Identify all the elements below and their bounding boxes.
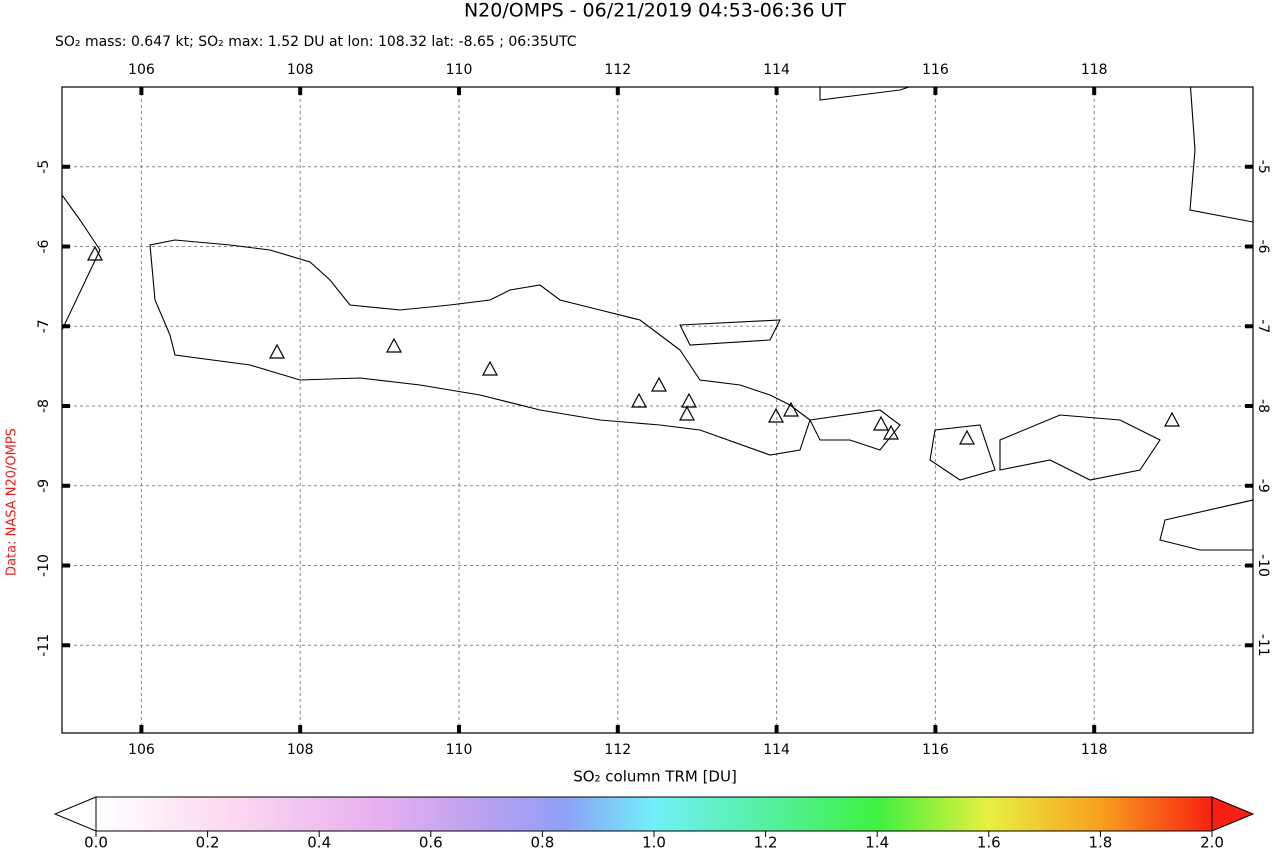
colorbar-under [53,796,97,832]
volcano [86,245,104,261]
y-tick-label: -7 [36,319,52,333]
colorbar-tick-label: 0.6 [419,834,443,852]
y-tick-label: -10 [36,554,52,577]
x-tick-label: 112 [604,742,631,758]
volcano [767,407,785,423]
x-tick-label: 110 [446,62,473,78]
y-tick-label: -9 [36,479,52,493]
colorbar-tick-label: 0.8 [530,834,554,852]
colorbar-tick-label: 0.4 [307,834,331,852]
volcano [958,429,976,445]
y-tick-label: -10 [1255,554,1271,577]
colorbar-ramp [95,796,1213,832]
sumatra [62,194,101,331]
y-tick-label: -7 [1255,319,1271,333]
sumba [1159,499,1253,551]
y-tick-label: -9 [1255,479,1271,493]
x-tick-label: 116 [922,62,949,78]
volcano [385,337,403,353]
colorbar-tick-label: 0.0 [84,834,108,852]
map-frame [62,87,1253,733]
x-tick-label: 114 [763,742,790,758]
volcano [630,392,648,408]
java [149,239,811,456]
y-tick-label: -11 [1255,634,1271,657]
colorbar-label: SO₂ column TRM [DU] [573,768,737,786]
volcano [882,424,900,440]
credit: Data: NASA N20/OMPS [5,428,20,576]
x-tick-label: 106 [128,742,155,758]
x-tick-label: 108 [287,62,314,78]
y-tick-label: -5 [36,160,52,174]
volcano [481,360,499,376]
map-border [61,86,1254,734]
volcano [268,343,286,359]
x-tick-label: 106 [128,62,155,78]
volcanoes [86,245,1181,445]
madura [679,319,781,346]
colorbar [53,796,1255,832]
y-tick-label: -8 [36,399,52,413]
colorbar-over [1211,796,1255,832]
x-tick-label: 116 [922,742,949,758]
volcano [680,392,698,408]
coastlines [62,87,1253,551]
y-tick-label: -6 [36,239,52,253]
x-tick-label: 110 [446,742,473,758]
colorbar-tick-label: 0.2 [196,834,220,852]
x-tick-label: 112 [604,62,631,78]
y-tick-label: -6 [1255,240,1271,254]
volcano [872,415,890,431]
sumbawa [999,414,1161,481]
x-tick-label: 118 [1081,62,1108,78]
subtitle: SO₂ mass: 0.647 kt; SO₂ max: 1.52 DU at … [55,34,577,50]
x-tick-label: 108 [287,742,314,758]
title: N20/OMPS - 06/21/2019 04:53-06:36 UT [464,0,846,22]
colorbar-tick-label: 1.8 [1088,834,1112,852]
y-tick-label: -8 [1255,399,1271,413]
colorbar-tick-label: 1.6 [977,834,1001,852]
colorbar-tick-label: 1.4 [865,834,889,852]
volcano [782,401,800,417]
borneo [819,87,1253,223]
x-tick-label: 114 [763,62,790,78]
x-tick-label: 118 [1081,742,1108,758]
colorbar-tick-label: 2.0 [1200,834,1224,852]
grid [62,87,1253,733]
colorbar-tick-label: 1.0 [642,834,666,852]
volcano [650,376,668,392]
volcano [678,405,696,421]
volcano [1163,411,1181,427]
y-tick-label: -5 [1255,160,1271,174]
y-tick-label: -11 [36,634,52,657]
bali [809,409,901,451]
colorbar-tick-label: 1.2 [754,834,778,852]
lombok [929,424,996,481]
